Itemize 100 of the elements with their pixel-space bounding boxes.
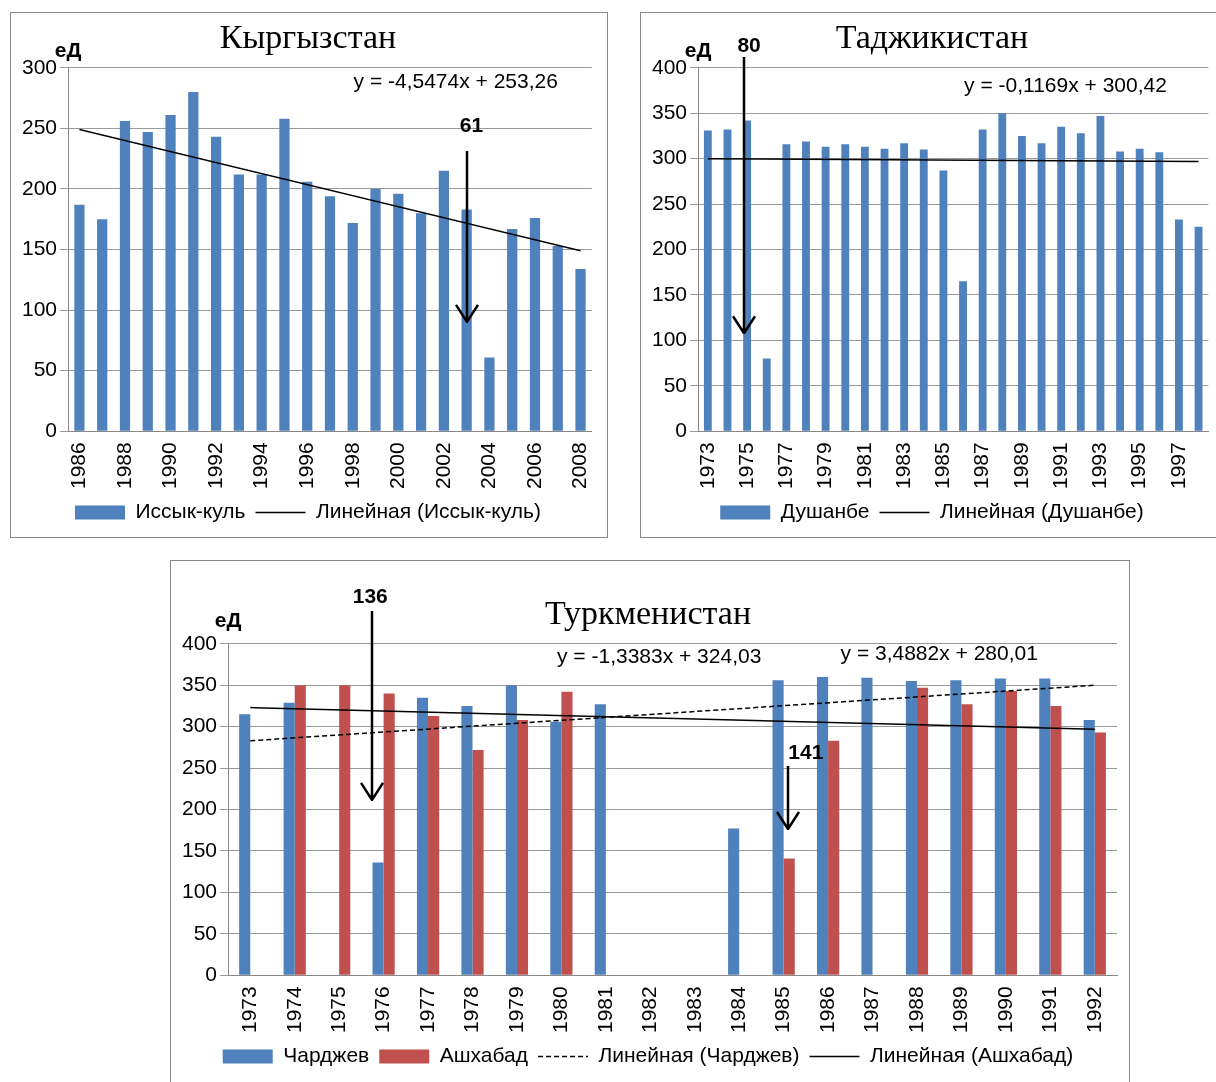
y-tick-label: 300 — [181, 713, 218, 737]
x-tick-label: 1975 — [325, 986, 349, 1033]
x-tick-label: 1995 — [1126, 442, 1150, 489]
y-axis-title: еД — [54, 37, 82, 61]
x-tick-label: 1987 — [859, 986, 883, 1033]
bar — [998, 113, 1007, 431]
bar — [703, 130, 712, 431]
bar — [594, 704, 606, 975]
y-tick-label: 250 — [181, 754, 218, 778]
bar — [438, 170, 449, 431]
bar — [461, 705, 473, 975]
bar — [324, 196, 336, 431]
x-tick-label: 1989 — [1008, 442, 1032, 489]
x-tick-label: 1981 — [592, 986, 616, 1033]
bar — [916, 687, 929, 975]
y-tick-label: 50 — [193, 920, 218, 944]
bar — [516, 720, 529, 975]
x-tick-label: 1975 — [733, 442, 757, 489]
x-tick-label: 1992 — [1081, 986, 1105, 1033]
y-tick-label: 100 — [651, 327, 688, 351]
y-tick-label: 350 — [181, 672, 218, 696]
bar — [370, 188, 381, 431]
annotation: y = -1,3383x + 324,03 — [557, 643, 762, 667]
x-tick-label: 1978 — [459, 986, 483, 1033]
x-tick-label: 2006 — [521, 442, 545, 489]
x-tick-label: 1986 — [66, 442, 90, 489]
x-tick-label: 2008 — [567, 442, 591, 489]
annotation: y = -0,1169x + 300,42 — [964, 72, 1167, 96]
bar — [256, 174, 267, 431]
y-tick-label: 250 — [651, 190, 688, 214]
bar — [416, 697, 429, 975]
bar — [860, 146, 869, 431]
y-tick-label: 200 — [21, 175, 58, 199]
x-tick-label: 1981 — [851, 442, 875, 489]
bar — [372, 862, 384, 975]
x-tick-label: 1976 — [370, 986, 394, 1033]
chart-title: Туркменистан — [544, 594, 752, 632]
x-tick-label: 1985 — [770, 986, 794, 1033]
bar — [575, 268, 586, 431]
bar — [507, 228, 518, 431]
bar — [828, 740, 840, 975]
x-tick-label: 1983 — [681, 986, 705, 1033]
bar — [950, 680, 962, 975]
text: 80 — [737, 32, 761, 56]
chart-title: Кыргызстан — [219, 18, 397, 56]
bar — [994, 678, 1006, 975]
bar — [1050, 705, 1062, 975]
bar — [142, 132, 153, 431]
bar — [97, 219, 108, 431]
y-tick-label: 50 — [33, 357, 58, 381]
y-tick-label: 200 — [651, 236, 688, 260]
y-tick-label: 200 — [181, 796, 218, 820]
bar — [415, 213, 427, 431]
x-tick-label: 1986 — [814, 986, 838, 1033]
y-tick-label: 250 — [21, 115, 58, 139]
y-tick-label: 150 — [651, 281, 688, 305]
x-tick-label: 1990 — [992, 986, 1016, 1033]
bar — [472, 749, 484, 975]
x-tick-label: 1993 — [1087, 442, 1111, 489]
bar — [294, 685, 306, 975]
bar — [119, 121, 131, 431]
legend-label: Чарджев — [283, 1043, 370, 1067]
bar — [1039, 678, 1051, 975]
x-tick-label: 1991 — [1037, 986, 1061, 1033]
bar — [428, 715, 440, 975]
bar — [1017, 135, 1026, 431]
bar — [505, 685, 517, 975]
x-tick-label: 1980 — [548, 986, 572, 1033]
annotation: y = -4,5474x + 253,26 — [353, 69, 558, 93]
x-tick-label: 1977 — [773, 442, 797, 489]
legend-label: Линейная (Душанбе) — [940, 499, 1144, 523]
y-tick-label: 0 — [45, 418, 58, 442]
bar — [821, 146, 830, 431]
x-tick-label: 1996 — [294, 442, 317, 489]
y-tick-label: 100 — [21, 296, 58, 320]
y-tick-label: 150 — [181, 837, 218, 861]
bar — [561, 691, 573, 975]
y-tick-label: 300 — [651, 145, 688, 169]
x-tick-label: 1988 — [903, 986, 927, 1033]
bar — [762, 358, 771, 431]
bar — [783, 858, 795, 975]
x-tick-label: 1989 — [948, 986, 972, 1033]
bar — [484, 357, 495, 431]
x-tick-label: 1985 — [930, 442, 954, 489]
y-tick-label: 350 — [651, 100, 688, 124]
x-tick-label: 1974 — [281, 985, 305, 1033]
bar — [978, 129, 987, 431]
x-tick-label: 1994 — [248, 441, 272, 489]
x-tick-label: 1997 — [1165, 442, 1189, 489]
bar — [1083, 720, 1095, 975]
legend-label: Линейная (Чарджев) — [598, 1043, 800, 1067]
bar — [802, 141, 810, 431]
bar — [302, 181, 313, 431]
bar — [905, 681, 917, 975]
x-tick-label: 1973 — [694, 442, 718, 489]
bar — [1135, 148, 1144, 431]
bar — [939, 170, 948, 431]
bar — [529, 218, 541, 431]
legend-label: Линейная (Иссык-куль) — [316, 499, 542, 523]
x-tick-label: 1979 — [812, 442, 836, 489]
